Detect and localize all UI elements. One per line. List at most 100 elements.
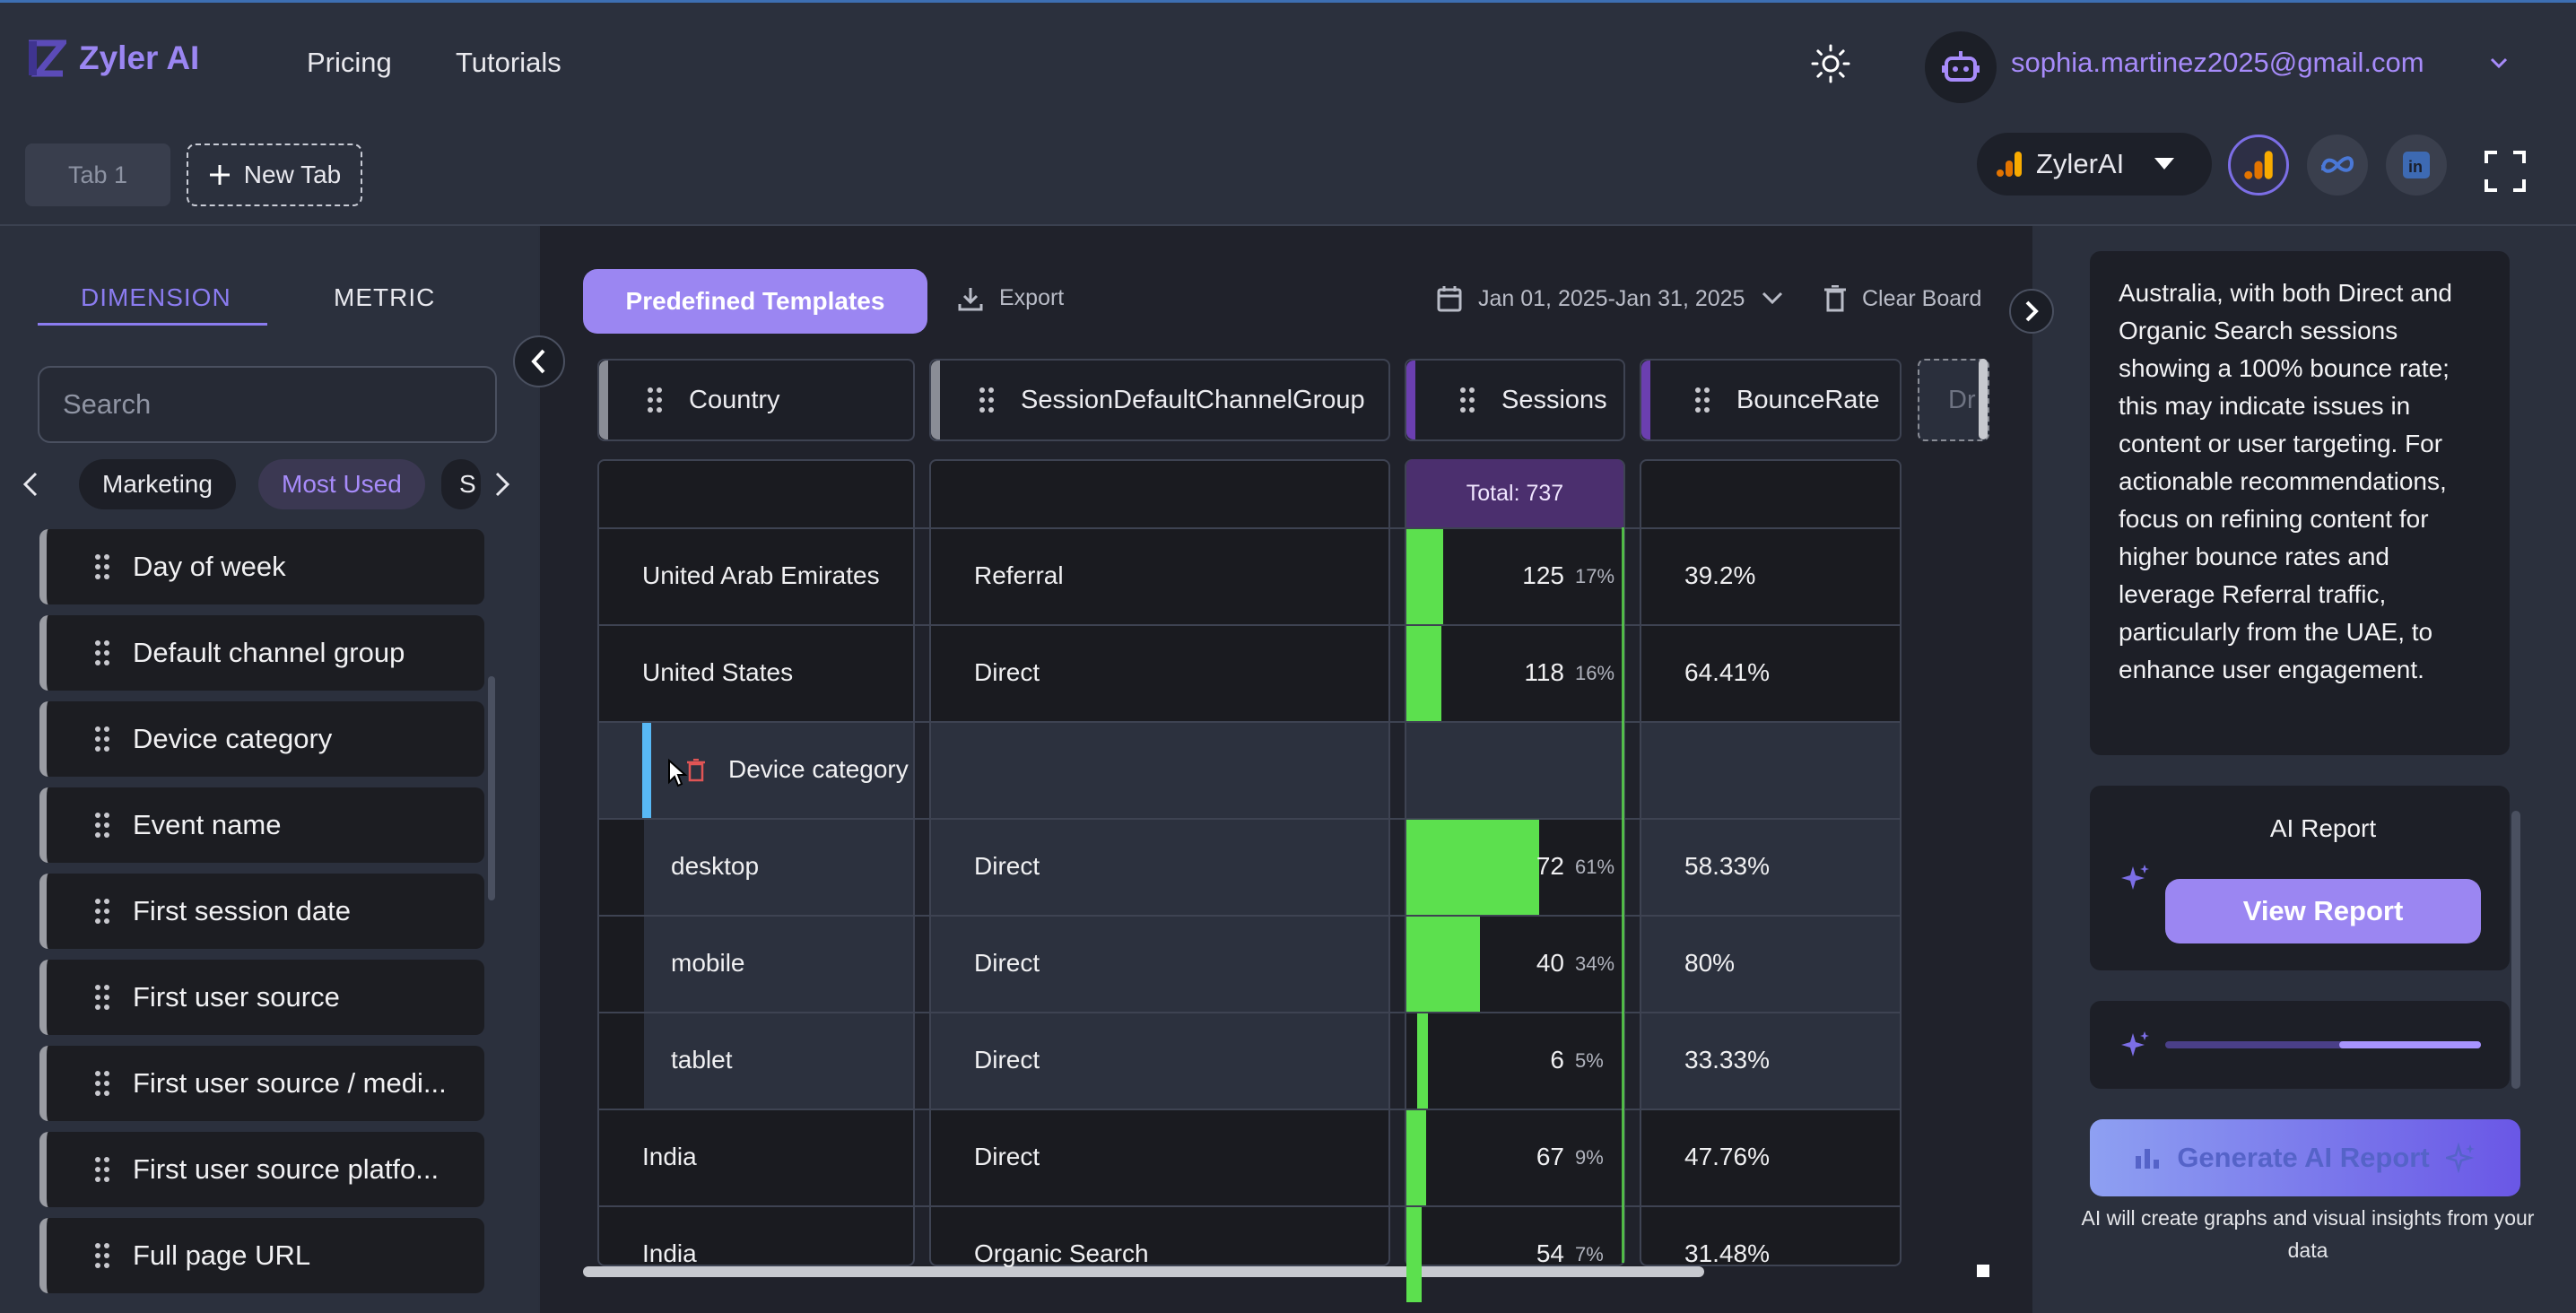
cell-sessions-pct: 34% (1575, 952, 1615, 975)
column-label: Dr (1948, 385, 1976, 414)
cell-channel: Referral (974, 561, 1064, 589)
column-label: BounceRate (1736, 385, 1880, 414)
drag-handle-icon[interactable] (95, 1243, 109, 1268)
plus-icon (209, 165, 230, 185)
cell-sessions-pct: 17% (1575, 565, 1615, 587)
cell-sessions: 6 (1550, 1046, 1564, 1074)
row-divider (599, 624, 1900, 626)
drag-handle-icon[interactable] (95, 640, 109, 665)
drag-handle-icon[interactable] (95, 1071, 109, 1096)
dimension-item[interactable]: Event name (39, 787, 484, 863)
dimension-item[interactable]: Device category (39, 701, 484, 777)
theme-toggle-sun-icon[interactable] (1810, 43, 1851, 84)
date-range-label: Jan 01, 2025-Jan 31, 2025 (1478, 285, 1745, 311)
user-email[interactable]: sophia.martinez2025@gmail.com (2011, 47, 2424, 78)
chevron-right-icon[interactable] (492, 470, 513, 499)
new-tab-button[interactable]: New Tab (187, 143, 362, 206)
dimension-list-scrollbar[interactable] (488, 676, 495, 900)
clear-board-button[interactable]: Clear Board (1824, 285, 1981, 312)
column-header-drop[interactable]: Dr (1918, 359, 1989, 441)
row-divider (599, 721, 1900, 723)
sub-row (1641, 820, 1900, 917)
fullscreen-icon[interactable] (2485, 151, 2526, 192)
breakdown-label[interactable]: Device category (728, 755, 909, 783)
collapse-right-button[interactable] (2009, 289, 2054, 334)
column-label: SessionDefaultChannelGroup (1021, 385, 1365, 414)
dimension-item[interactable]: First session date (39, 874, 484, 949)
drag-handle-icon[interactable] (95, 554, 109, 579)
tab-dimension[interactable]: DIMENSION (81, 283, 231, 311)
new-tab-label: New Tab (243, 161, 342, 188)
account-name: ZylerAI (2036, 148, 2125, 179)
column-header-bouncerate[interactable]: BounceRate (1640, 359, 1902, 441)
breakdown-indicator (642, 723, 651, 818)
app-logo[interactable]: Zyler AI (25, 38, 199, 79)
trash-icon (1824, 285, 1846, 312)
search-input[interactable]: Search (38, 366, 497, 443)
dimension-item[interactable]: Default channel group (39, 615, 484, 691)
drag-handle-icon[interactable] (1695, 387, 1710, 413)
drag-handle-icon[interactable] (95, 1157, 109, 1182)
user-avatar[interactable] (1925, 31, 1997, 103)
tab-metric[interactable]: METRIC (334, 283, 436, 311)
remove-breakdown-icon[interactable] (687, 759, 705, 782)
right-panel-scrollbar[interactable] (2511, 811, 2520, 1089)
source-google-analytics[interactable] (2228, 135, 2289, 196)
row-divider (599, 1012, 1900, 1013)
sessions-total: Total: 737 (1406, 459, 1623, 527)
source-meta[interactable] (2307, 135, 2368, 196)
column-header-sessions[interactable]: Sessions (1405, 359, 1625, 441)
column-header-country[interactable]: Country (597, 359, 915, 441)
drag-handle-icon[interactable] (95, 813, 109, 838)
column-accent (1406, 361, 1415, 439)
dimension-item[interactable]: Full page URL (39, 1218, 484, 1293)
row-divider (599, 1109, 1900, 1110)
date-range-picker[interactable]: Jan 01, 2025-Jan 31, 2025 (1437, 285, 1784, 312)
nav-tutorials[interactable]: Tutorials (456, 47, 561, 78)
chevron-down-icon[interactable] (2486, 50, 2511, 75)
row-divider (599, 1205, 1900, 1207)
nav-pricing[interactable]: Pricing (307, 47, 392, 78)
dimension-label: Default channel group (133, 637, 405, 668)
dimension-item[interactable]: First user source platfo... (39, 1132, 484, 1207)
dimension-label: Event name (133, 809, 282, 840)
horizontal-scrollbar[interactable] (583, 1266, 1704, 1277)
cell-bouncerate: 80% (1684, 949, 1736, 977)
resize-handle[interactable] (1977, 1265, 1989, 1277)
column-header-channel[interactable]: SessionDefaultChannelGroup (929, 359, 1390, 441)
cell-channel: Organic Search (974, 1239, 1149, 1267)
ai-insight-card: Australia, with both Direct and Organic … (2090, 251, 2510, 755)
chip-marketing[interactable]: Marketing (79, 459, 236, 509)
generate-label: Generate AI Report (2177, 1142, 2430, 1173)
drag-handle-icon[interactable] (95, 985, 109, 1010)
predefined-templates-button[interactable]: Predefined Templates (583, 269, 927, 334)
dimension-item[interactable]: Day of week (39, 529, 484, 604)
clear-board-label: Clear Board (1862, 285, 1982, 311)
indent-spacer (599, 1013, 644, 1109)
source-linkedin[interactable]: in (2386, 135, 2447, 196)
linkedin-icon: in (2403, 152, 2430, 178)
drag-handle-icon[interactable] (979, 387, 994, 413)
generate-ai-report-button[interactable]: Generate AI Report (2090, 1119, 2520, 1196)
chip-s[interactable]: S (441, 459, 481, 509)
chevron-left-icon[interactable] (20, 470, 41, 499)
view-report-button[interactable]: View Report (2165, 879, 2481, 943)
sub-row (931, 1013, 1388, 1110)
drag-handle-icon[interactable] (1460, 387, 1475, 413)
tab-1[interactable]: Tab 1 (25, 143, 170, 206)
export-button[interactable]: Export (958, 285, 1064, 311)
dimension-item[interactable]: First user source (39, 960, 484, 1035)
account-select[interactable]: ZylerAI (1977, 133, 2212, 196)
drag-handle-icon[interactable] (95, 726, 109, 752)
sub-row (1641, 1013, 1900, 1110)
collapse-left-button[interactable] (513, 335, 565, 387)
drag-handle-icon[interactable] (648, 387, 662, 413)
drag-handle-icon[interactable] (95, 899, 109, 924)
chip-most-used[interactable]: Most Used (258, 459, 425, 509)
dimension-item[interactable]: First user source / medi... (39, 1046, 484, 1121)
header-scroll-thumb[interactable] (1979, 359, 1988, 439)
column-accent (599, 361, 608, 439)
column-accent (1641, 361, 1650, 439)
cell-bouncerate: 64.41% (1684, 658, 1770, 686)
cell-bouncerate: 58.33% (1684, 852, 1770, 880)
